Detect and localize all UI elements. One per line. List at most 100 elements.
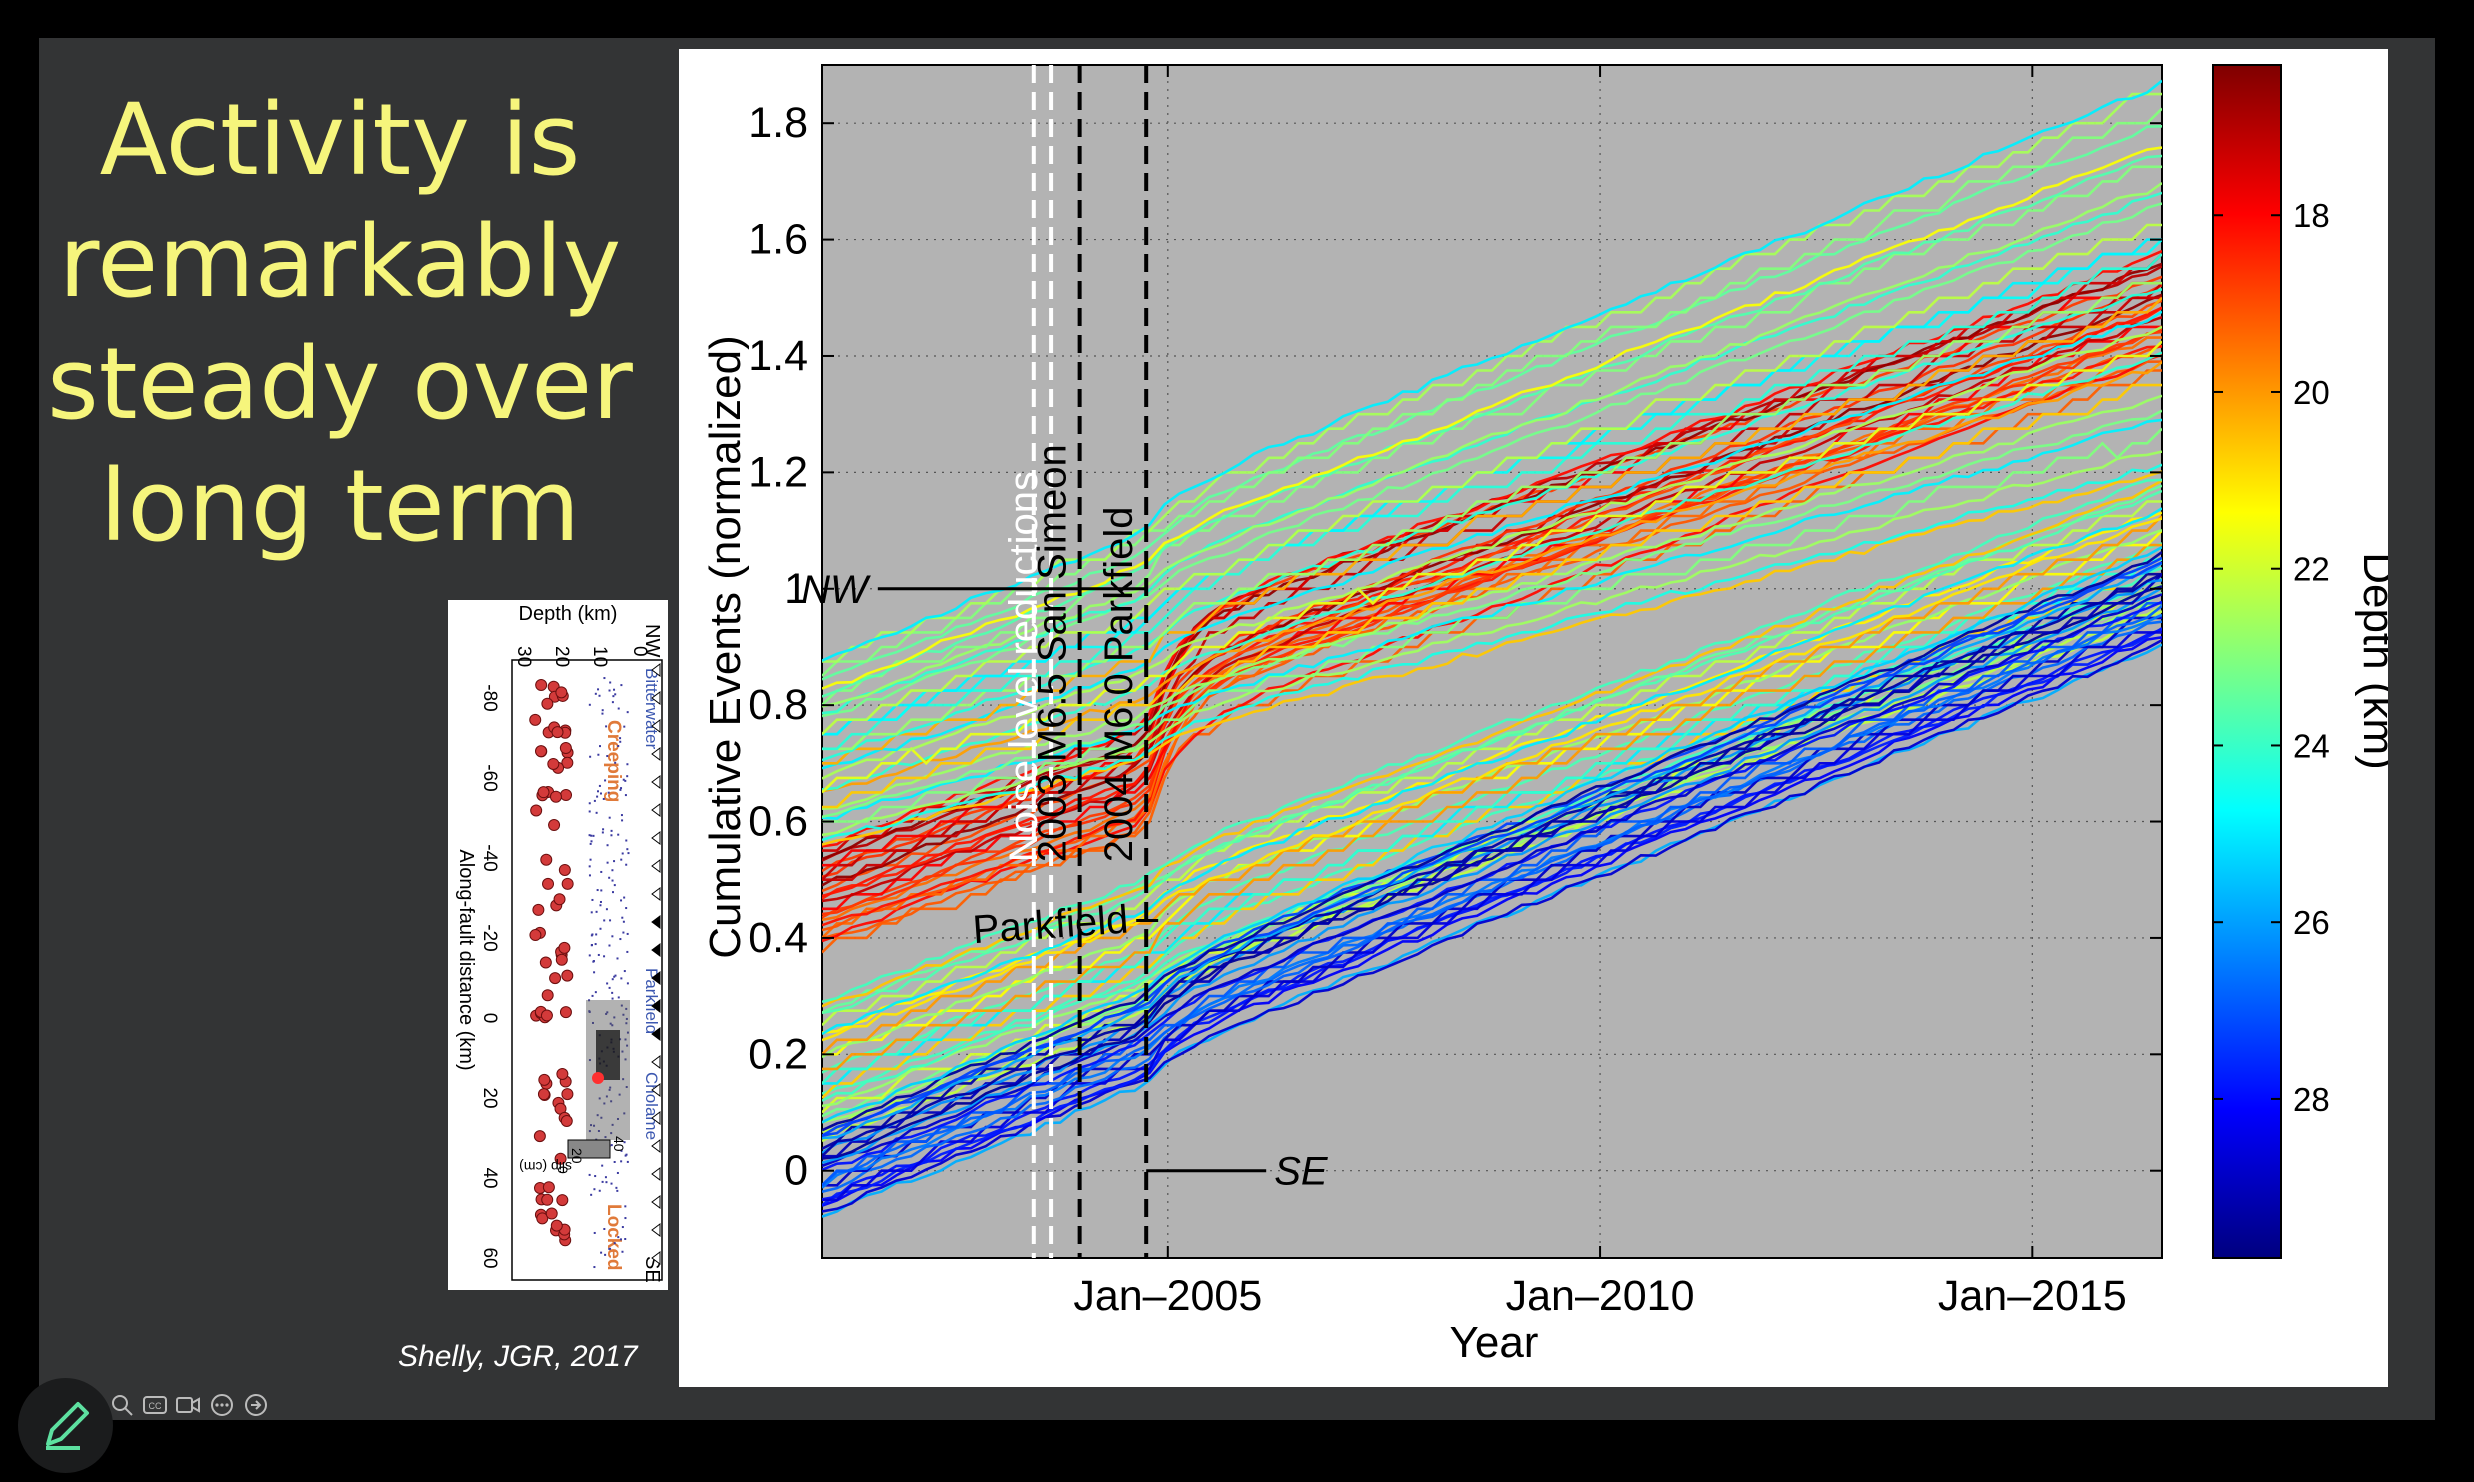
captions-icon[interactable]: CC bbox=[143, 1393, 167, 1417]
inset-distance-tick: 20 bbox=[479, 1087, 500, 1108]
inset-event-dot bbox=[561, 756, 574, 769]
inset-microseismicity bbox=[621, 819, 624, 822]
series-line bbox=[822, 613, 2162, 1189]
y-tick-label: 1.6 bbox=[748, 216, 808, 264]
series-line bbox=[822, 418, 2162, 820]
inset-slip-scale bbox=[567, 1139, 611, 1159]
inset-station bbox=[651, 1111, 661, 1125]
inset-microseismicity bbox=[588, 1010, 591, 1013]
series-line bbox=[822, 79, 2162, 662]
inset-microseismicity bbox=[599, 904, 602, 907]
inset-microseismicity bbox=[590, 834, 593, 837]
inset-microseismicity bbox=[609, 919, 612, 922]
inset-microseismicity bbox=[625, 1086, 628, 1089]
inset-station bbox=[651, 999, 661, 1013]
more-icon[interactable] bbox=[210, 1393, 234, 1417]
inset-event-dot bbox=[551, 726, 564, 739]
inset-event-dot bbox=[548, 819, 561, 832]
inset-location-label: Parkfield bbox=[642, 968, 661, 1034]
inset-microseismicity bbox=[594, 1175, 597, 1178]
inset-microseismicity bbox=[609, 1022, 612, 1025]
inset-event-dot bbox=[537, 1088, 550, 1101]
inset-microseismicity bbox=[590, 840, 593, 843]
series-line bbox=[822, 551, 2162, 1132]
series-line bbox=[822, 181, 2162, 708]
inset-microseismicity bbox=[605, 1095, 608, 1098]
inset-microseismicity bbox=[588, 1173, 591, 1176]
inset-event-dot bbox=[555, 686, 568, 699]
inset-microseismicity bbox=[597, 1129, 600, 1132]
inset-microseismicity bbox=[624, 1238, 627, 1241]
inset-microseismicity bbox=[594, 943, 597, 946]
title-line: steady over bbox=[47, 327, 633, 442]
series-line bbox=[822, 310, 2162, 770]
inset-slip-core bbox=[596, 1030, 620, 1080]
inset-microseismicity bbox=[590, 1124, 593, 1127]
inset-microseismicity bbox=[604, 1176, 607, 1179]
inset-microseismicity bbox=[588, 1059, 591, 1062]
citation: Shelly, JGR, 2017 bbox=[398, 1340, 638, 1373]
colorbar-tick-label: 24 bbox=[2293, 727, 2330, 764]
inset-event-dot bbox=[539, 956, 552, 969]
inset-station bbox=[651, 887, 661, 901]
inset-microseismicity bbox=[606, 1011, 609, 1014]
inset-microseismicity bbox=[625, 1022, 628, 1025]
inset-microseismicity bbox=[590, 911, 593, 914]
inset-microseismicity bbox=[616, 1189, 619, 1192]
y-tick-label: 1.8 bbox=[748, 99, 808, 147]
y-tick-label: 0 bbox=[784, 1147, 808, 1195]
camera-icon[interactable] bbox=[176, 1393, 200, 1417]
inset-microseismicity bbox=[613, 688, 616, 691]
inset-event-dot bbox=[538, 1073, 551, 1086]
inset-station bbox=[651, 1195, 661, 1209]
zoom-icon[interactable] bbox=[110, 1393, 134, 1417]
inset-microseismicity bbox=[606, 844, 609, 847]
inset-microseismicity bbox=[608, 1247, 611, 1250]
title-line: long term bbox=[99, 449, 581, 564]
inset-event-dot bbox=[553, 893, 566, 906]
inset-microseismicity bbox=[624, 1205, 627, 1208]
next-icon[interactable] bbox=[244, 1393, 268, 1417]
inset-region-label: Creeping bbox=[603, 720, 624, 802]
inset-microseismicity bbox=[605, 1012, 608, 1015]
inset-microseismicity bbox=[610, 829, 613, 832]
inset-microseismicity bbox=[590, 934, 593, 937]
inset-event-dot bbox=[535, 679, 548, 692]
inset-microseismicity bbox=[615, 1186, 618, 1189]
inset-microseismicity bbox=[620, 1004, 623, 1007]
title-line: Activity is bbox=[99, 83, 581, 198]
series-line bbox=[822, 478, 2162, 1004]
inset-microseismicity bbox=[611, 978, 614, 981]
inset-event-dot bbox=[555, 953, 568, 966]
inset-microseismicity bbox=[588, 834, 591, 837]
inset-microseismicity bbox=[608, 986, 611, 989]
inset-microseismicity bbox=[626, 848, 629, 851]
inset-microseismicity bbox=[610, 1144, 613, 1147]
inset-microseismicity bbox=[620, 814, 623, 817]
inset-microseismicity bbox=[626, 950, 629, 953]
edit-button[interactable] bbox=[18, 1378, 113, 1473]
inset-microseismicity bbox=[593, 1231, 596, 1234]
inset-microseismicity bbox=[617, 996, 620, 999]
svg-text:CC: CC bbox=[149, 1401, 162, 1411]
series-line bbox=[822, 586, 2162, 1164]
inset-microseismicity bbox=[622, 778, 625, 781]
inset-microseismicity bbox=[625, 863, 628, 866]
inset-microseismicity bbox=[598, 1097, 601, 1100]
inset-event-dot bbox=[535, 745, 548, 758]
inset-event-dot bbox=[532, 903, 545, 916]
series-line bbox=[822, 528, 2162, 1059]
inset-microseismicity bbox=[606, 755, 609, 758]
inset-microseismicity bbox=[626, 1044, 629, 1047]
colorbar-tick-label: 18 bbox=[2293, 197, 2330, 234]
y-tick-label: 0.2 bbox=[748, 1030, 808, 1078]
x-tick-label: Jan–2010 bbox=[1506, 1272, 1695, 1320]
series-line bbox=[822, 146, 2162, 690]
inset-depth-label: Depth (km) bbox=[519, 603, 618, 625]
series-line bbox=[822, 345, 2162, 927]
inset-distance-tick: 0 bbox=[479, 1013, 500, 1024]
inset-event-dot bbox=[549, 790, 562, 803]
y-tick-label: 0.8 bbox=[748, 681, 808, 729]
y-tick-label: 1.4 bbox=[748, 332, 808, 380]
inset-microseismicity bbox=[611, 997, 614, 1000]
